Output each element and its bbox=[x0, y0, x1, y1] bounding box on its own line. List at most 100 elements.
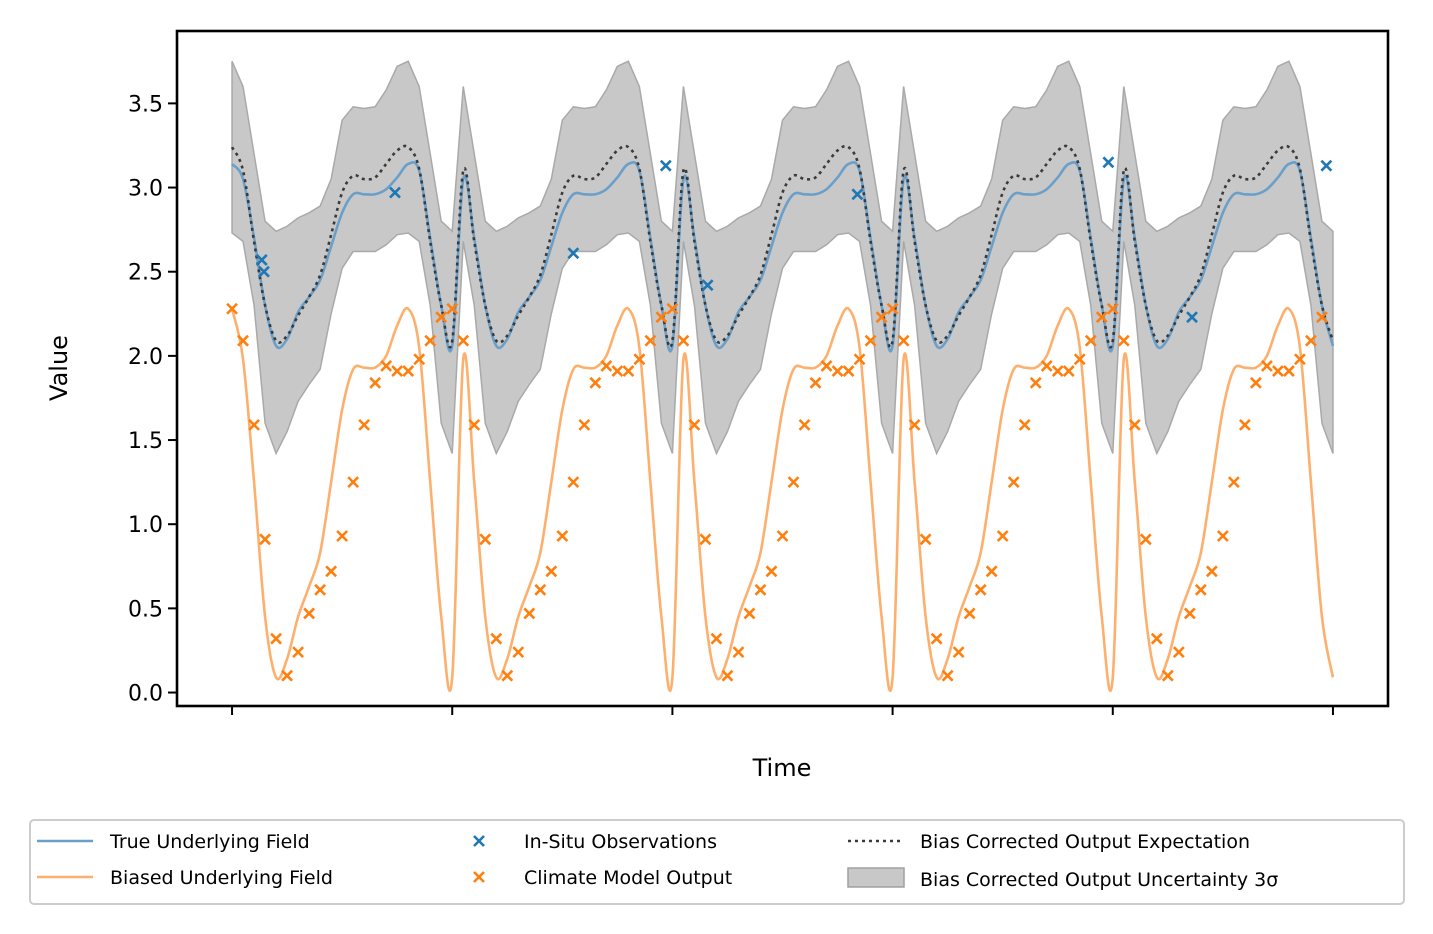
climate-model-marker bbox=[468, 418, 481, 431]
climate-model-marker bbox=[226, 302, 238, 315]
y-tick-label: 2.5 bbox=[128, 261, 163, 286]
climate-model-marker bbox=[270, 632, 283, 645]
legend-true-field-label: True Underlying Field bbox=[109, 831, 310, 853]
climate-model-marker bbox=[325, 565, 338, 578]
plot-area bbox=[226, 60, 1335, 693]
climate-model-marker bbox=[765, 565, 778, 578]
legend-insitu-marker bbox=[473, 835, 485, 847]
legend-uncertainty-label: Bias Corrected Output Uncertainty 3σ bbox=[920, 869, 1278, 891]
climate-model-marker bbox=[611, 365, 624, 377]
climate-model-marker bbox=[347, 476, 360, 489]
climate-model-marker bbox=[1139, 533, 1152, 546]
climate-model-marker bbox=[633, 353, 646, 366]
climate-model-marker bbox=[1172, 646, 1185, 659]
y-tick-label: 1.0 bbox=[128, 513, 163, 538]
climate-model-marker bbox=[1260, 360, 1273, 372]
legend-expectation-label: Bias Corrected Output Expectation bbox=[920, 831, 1250, 853]
y-tick-label: 0.5 bbox=[128, 597, 163, 622]
climate-model-marker bbox=[941, 669, 954, 682]
climate-model-marker bbox=[897, 334, 910, 347]
climate-model-marker bbox=[556, 530, 569, 542]
climate-model-marker bbox=[622, 365, 635, 377]
line-layer bbox=[230, 144, 1335, 693]
climate-model-marker bbox=[292, 646, 305, 659]
climate-model-marker bbox=[479, 533, 492, 546]
insitu-observation-marker bbox=[659, 159, 672, 172]
climate-model-marker bbox=[908, 418, 921, 431]
climate-model-marker bbox=[853, 353, 866, 366]
legend-box bbox=[29, 819, 1405, 905]
climate-model-marker bbox=[655, 311, 668, 324]
climate-model-marker bbox=[237, 334, 249, 347]
insitu-observation-marker bbox=[567, 247, 580, 260]
climate-model-marker bbox=[1007, 476, 1020, 489]
climate-model-marker bbox=[1018, 418, 1031, 431]
climate-model-marker bbox=[831, 365, 844, 377]
climate-model-marker bbox=[1073, 353, 1086, 366]
climate-model-marker bbox=[336, 530, 349, 542]
climate-model-marker bbox=[567, 476, 580, 489]
climate-model-marker bbox=[314, 583, 327, 596]
climate-model-marker bbox=[248, 418, 260, 431]
climate-model-marker bbox=[809, 376, 822, 389]
climate-model-marker bbox=[798, 418, 811, 431]
climate-model-marker bbox=[1249, 376, 1262, 389]
insitu-observation-marker bbox=[851, 188, 864, 201]
insitu-observation-marker bbox=[255, 254, 268, 266]
climate-model-marker bbox=[1084, 334, 1097, 347]
climate-model-marker bbox=[578, 418, 591, 431]
climate-model-marker bbox=[402, 365, 415, 377]
climate-model-marker bbox=[1316, 311, 1328, 324]
climate-model-marker bbox=[369, 376, 382, 389]
climate-model-marker bbox=[1282, 365, 1295, 377]
climate-model-marker bbox=[1205, 565, 1218, 578]
legend-uncertainty-swatch bbox=[847, 867, 905, 888]
climate-model-marker bbox=[1040, 360, 1053, 372]
climate-model-marker bbox=[1051, 365, 1064, 377]
climate-model-marker bbox=[490, 632, 503, 645]
biased-field-line bbox=[230, 306, 1335, 693]
climate-model-marker bbox=[952, 646, 965, 659]
marker-layer bbox=[226, 156, 1333, 682]
climate-model-marker bbox=[589, 376, 602, 389]
climate-model-marker bbox=[534, 583, 547, 596]
climate-model-marker bbox=[380, 360, 393, 372]
climate-model-marker bbox=[886, 302, 899, 315]
climate-model-marker bbox=[600, 360, 613, 372]
climate-model-marker bbox=[545, 565, 558, 578]
climate-model-marker bbox=[446, 302, 459, 315]
climate-model-marker bbox=[930, 632, 943, 645]
uncertainty-band-layer bbox=[231, 60, 1334, 456]
climate-model-marker bbox=[710, 632, 723, 645]
expectation-line bbox=[230, 144, 1335, 349]
insitu-observation-marker bbox=[258, 265, 270, 278]
axes-frame bbox=[175, 29, 1390, 708]
climate-model-marker bbox=[1106, 302, 1119, 315]
y-tick-label: 1.5 bbox=[128, 429, 163, 454]
climate-model-marker bbox=[259, 533, 271, 546]
climate-model-marker bbox=[457, 334, 470, 347]
x-axis-ticks bbox=[231, 706, 1334, 715]
climate-model-marker bbox=[1117, 334, 1130, 347]
insitu-observation-marker bbox=[389, 186, 401, 199]
insitu-observation-marker bbox=[1186, 311, 1198, 324]
climate-model-marker bbox=[413, 353, 426, 366]
climate-model-marker bbox=[1294, 353, 1306, 366]
climate-model-marker bbox=[391, 365, 404, 377]
climate-model-marker bbox=[996, 530, 1009, 542]
insitu-observation-marker bbox=[1320, 159, 1333, 172]
climate-model-marker bbox=[358, 418, 371, 431]
climate-model-marker bbox=[1161, 669, 1174, 682]
climate-model-marker bbox=[842, 365, 855, 377]
climate-model-marker bbox=[919, 533, 932, 546]
climate-model-marker bbox=[1095, 311, 1108, 324]
y-tick-label: 3.0 bbox=[128, 177, 163, 202]
climate-model-marker bbox=[754, 583, 767, 596]
climate-model-marker bbox=[1029, 376, 1042, 389]
climate-model-marker bbox=[1062, 365, 1075, 377]
climate-model-marker bbox=[963, 607, 976, 620]
climate-model-marker bbox=[787, 476, 800, 489]
climate-model-marker bbox=[1271, 365, 1284, 377]
climate-model-marker bbox=[424, 334, 437, 347]
legend-climate-label: Climate Model Output bbox=[524, 867, 732, 889]
